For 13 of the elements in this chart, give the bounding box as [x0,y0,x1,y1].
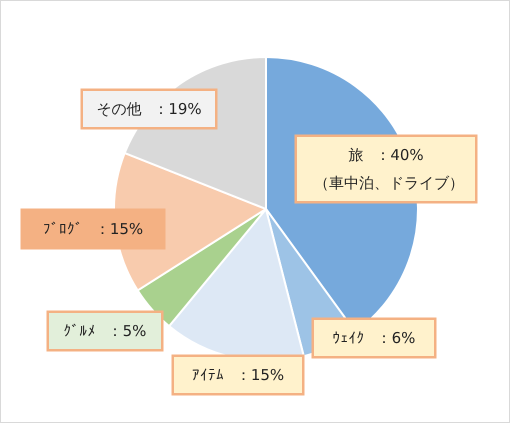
data-label: ：40% [375,146,424,164]
slice-label: ｱｲﾃﾑ [192,366,224,384]
slice-label: ｳｪｲｸ [332,329,365,347]
data-label: ：19% [153,100,202,118]
data-label: ：15% [94,220,144,238]
data-label: ：5% [108,322,146,340]
slice-label: ｸﾞﾙﾒ [64,322,96,340]
text: （車中泊、ドライブ） [314,174,464,192]
slice-label: ﾌﾞﾛｸﾞ [42,220,83,238]
data-label: ：15% [236,366,284,384]
slice-label: 旅 [348,146,364,164]
slice-label: その他 [96,100,142,118]
data-label: ：6% [376,329,416,347]
